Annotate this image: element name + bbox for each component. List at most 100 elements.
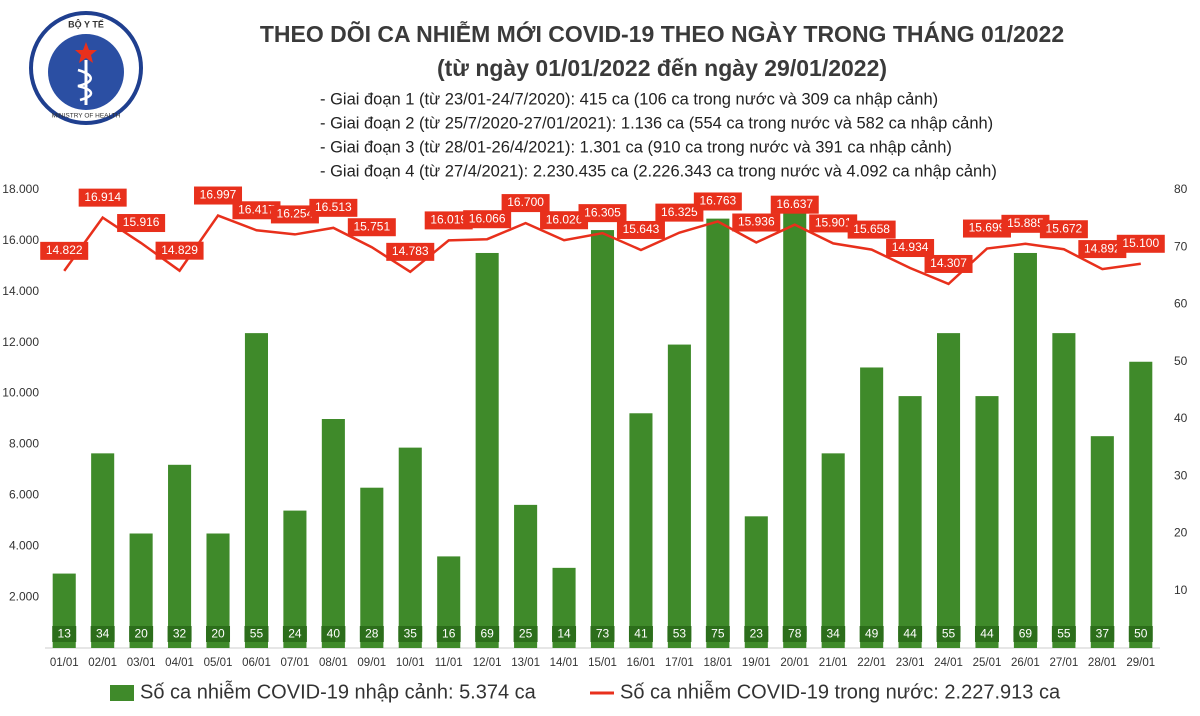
bar [283, 510, 307, 648]
bar [744, 516, 768, 648]
bar [206, 533, 230, 648]
bar-label-box [436, 626, 461, 642]
bar-label: 69 [1019, 627, 1033, 641]
x-tick-label: 18/01 [703, 657, 732, 669]
bar-label: 24 [288, 627, 302, 641]
logo: BỘ Y TẾ MINISTRY OF HEALTH [29, 11, 143, 125]
point-label-box [847, 220, 896, 239]
x-tick-label: 09/01 [357, 657, 386, 669]
y2-tick-label: 30 [1174, 468, 1188, 482]
x-tick-label: 26/01 [1011, 657, 1040, 669]
y-tick-label: 16.000 [2, 233, 39, 247]
y-tick-label: 4.000 [9, 538, 39, 552]
x-tick-label: 17/01 [665, 657, 694, 669]
bar-label: 44 [903, 627, 917, 641]
bar [1129, 361, 1153, 648]
x-tick-label: 01/01 [50, 657, 79, 669]
bar-label: 14 [557, 627, 571, 641]
bar-label-box [974, 626, 999, 642]
x-tick-label: 22/01 [857, 657, 886, 669]
bar-label: 41 [634, 627, 648, 641]
point-label-box [194, 186, 243, 205]
bar-label-box [321, 626, 346, 642]
point-label-box [117, 214, 166, 233]
bar-label: 44 [980, 627, 994, 641]
bar-label-box [1090, 626, 1115, 642]
bar-label: 35 [404, 627, 418, 641]
note: - Giai đoạn 1 (từ 23/01-24/7/2020): 415 … [320, 90, 938, 108]
y-tick-label: 12.000 [2, 335, 39, 349]
point-label: 15.699 [969, 221, 1006, 235]
point-label: 16.026 [546, 212, 583, 226]
bar-label: 32 [173, 627, 187, 641]
point-label: 16.066 [469, 211, 506, 225]
point-label: 15.100 [1122, 236, 1159, 250]
x-tick-label: 29/01 [1126, 657, 1155, 669]
bar-label-box [859, 626, 884, 642]
bar-label: 34 [827, 627, 841, 641]
bar-label: 55 [1057, 627, 1071, 641]
y-tick-label: 2.000 [9, 589, 39, 603]
logo-snake [77, 68, 93, 102]
point-label-box [463, 210, 512, 229]
x-tick-label: 16/01 [627, 657, 656, 669]
bar [783, 201, 807, 648]
bar-label: 75 [711, 627, 725, 641]
legend-swatch [110, 685, 134, 701]
bar [514, 504, 538, 648]
bar-label-box [1128, 626, 1153, 642]
point-label: 16.325 [661, 205, 698, 219]
bar [244, 333, 268, 648]
point-label: 14.783 [392, 244, 429, 258]
bar-label: 40 [327, 627, 341, 641]
point-label-box [1001, 214, 1050, 233]
bar-label: 28 [365, 627, 379, 641]
bar [706, 218, 730, 648]
x-tick-label: 11/01 [435, 657, 463, 669]
x-tick-label: 20/01 [780, 657, 809, 669]
bar-label: 50 [1134, 627, 1148, 641]
bar-label: 69 [480, 627, 494, 641]
chart-subtitle: (từ ngày 01/01/2022 đến ngày 29/01/2022) [437, 55, 887, 81]
x-tick-label: 19/01 [742, 657, 771, 669]
bar-label-box [705, 626, 730, 642]
y-tick-label: 14.000 [2, 284, 39, 298]
point-label-box [155, 241, 204, 260]
y2-tick-label: 80 [1174, 182, 1188, 196]
point-label-box [1078, 240, 1127, 259]
x-tick-label: 05/01 [204, 657, 233, 669]
bar-label: 49 [865, 627, 879, 641]
point-label: 14.892 [1084, 241, 1121, 255]
bar-label-box [898, 626, 923, 642]
point-label: 14.934 [892, 240, 929, 254]
point-label-box [1039, 220, 1088, 239]
point-label-box [732, 213, 781, 232]
point-label: 15.936 [738, 215, 775, 229]
x-tick-label: 12/01 [473, 657, 502, 669]
chart-title: THEO DÕI CA NHIỄM MỚI COVID-19 THEO NGÀY… [260, 19, 1064, 47]
bar-label-box [244, 626, 269, 642]
bar-label: 20 [134, 627, 148, 641]
bar [821, 453, 845, 648]
x-tick-label: 24/01 [934, 657, 963, 669]
legend-label: Số ca nhiễm COVID-19 trong nước: 2.227.9… [620, 680, 1061, 703]
point-label: 16.700 [507, 195, 544, 209]
bar-label: 20 [211, 627, 225, 641]
bar-label-box [282, 626, 307, 642]
point-label: 16.019 [430, 213, 467, 227]
bar [437, 556, 461, 648]
y2-tick-label: 70 [1174, 239, 1188, 253]
bar-label-box [359, 626, 384, 642]
x-tick-label: 27/01 [1049, 657, 1078, 669]
bar [1090, 436, 1114, 648]
bar-label-box [667, 626, 692, 642]
bar [860, 367, 884, 648]
point-label-box [347, 218, 396, 237]
point-label-box [78, 188, 127, 207]
bar [168, 464, 192, 648]
bar-label: 25 [519, 627, 533, 641]
x-tick-label: 28/01 [1088, 657, 1117, 669]
x-tick-label: 04/01 [165, 657, 194, 669]
logo-star [75, 42, 97, 63]
